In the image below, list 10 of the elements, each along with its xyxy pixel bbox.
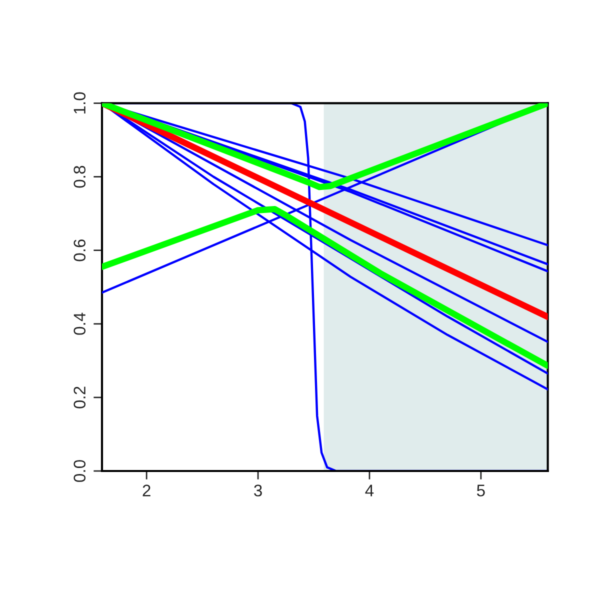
y-tick-label: 0.4 (74, 312, 86, 335)
y-tick-label: 0.2 (74, 386, 86, 408)
y-tick-label: 1.0 (74, 92, 86, 114)
x-tick-label: 4 (365, 484, 374, 496)
x-tick-label: 5 (476, 484, 485, 496)
y-tick-label: 0.0 (74, 460, 86, 482)
y-tick-label: 0.6 (74, 239, 86, 262)
x-tick-label: 3 (254, 484, 262, 496)
x-tick-label: 2 (142, 484, 150, 496)
y-tick-label: 0.8 (74, 166, 86, 188)
